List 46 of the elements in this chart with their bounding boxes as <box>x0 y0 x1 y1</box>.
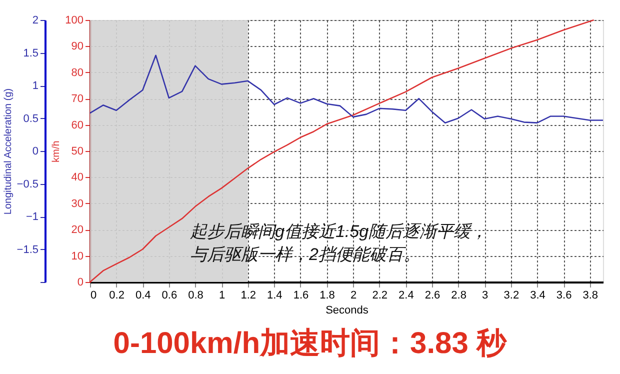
line-series <box>89 54 604 124</box>
y-tick-label: 100 <box>65 14 84 26</box>
y2-tick-label: 0 <box>32 146 38 158</box>
text: 0-100km/h加速时间：3.83 秒 <box>113 327 508 360</box>
y-tick-label: 60 <box>71 119 84 132</box>
y2-tick-label: 1.5 <box>23 47 38 60</box>
x-tick-label: 2.8 <box>451 290 466 302</box>
x-tick-label: 2.2 <box>372 290 388 302</box>
x-tick-label: 0.6 <box>162 290 178 302</box>
y2-tick-label: −1 <box>26 211 38 223</box>
x-tick-label: 0.2 <box>109 290 124 302</box>
y-tick-label: 40 <box>71 172 84 184</box>
y-tick-label: 10 <box>71 250 84 262</box>
annotation: 与后驱版一样，2挡便能破百。 <box>190 245 420 264</box>
x-tick-label: 3.8 <box>582 290 598 302</box>
y-tick-label: 20 <box>71 224 84 236</box>
y-tick-label: 0 <box>77 276 84 288</box>
y-tick-label: 90 <box>71 40 84 53</box>
y2-tick-label: 2 <box>32 14 38 26</box>
x-tick-label: 0.8 <box>188 290 204 302</box>
x-tick-label: 1.4 <box>267 290 282 302</box>
y2-axis-title: Longitudinal Acceleration (g) <box>2 88 14 215</box>
x-tick-label: 3.2 <box>504 290 520 302</box>
y2-tick-label: −0.5 <box>16 178 38 190</box>
x-tick-label: 2.4 <box>398 290 414 302</box>
y-axis-title: km/h <box>51 140 62 162</box>
y-tick-label: 30 <box>71 198 84 210</box>
x-tick-label: 1 <box>218 290 226 302</box>
x-tick-label: 3 <box>482 290 488 302</box>
y2-tick-label: −1.5 <box>16 244 38 256</box>
x-tick-label: 3.4 <box>530 290 546 302</box>
y2-tick-label: 1 <box>32 80 38 92</box>
x-tick-label: 3.6 <box>556 290 572 302</box>
x-tick-label: 1.6 <box>293 290 309 302</box>
x-axis-title: Seconds <box>326 304 369 316</box>
y2-tick-label: 0.5 <box>23 112 38 125</box>
y-tick-label: 80 <box>71 66 84 79</box>
x-tick-label: 1.2 <box>240 290 256 302</box>
y-tick-label: 70 <box>71 93 84 106</box>
x-tick-label: 2 <box>350 290 357 302</box>
y-tick-label: 50 <box>71 146 84 158</box>
x-tick-label: 1.8 <box>320 290 335 302</box>
annotation: 起步后瞬间g值接近1.5g随后逐渐平缓， <box>190 222 488 241</box>
x-tick-label: 2.6 <box>424 290 440 302</box>
x-tick-label: 0.4 <box>135 290 151 302</box>
x-tick-label: 0 <box>90 290 97 302</box>
